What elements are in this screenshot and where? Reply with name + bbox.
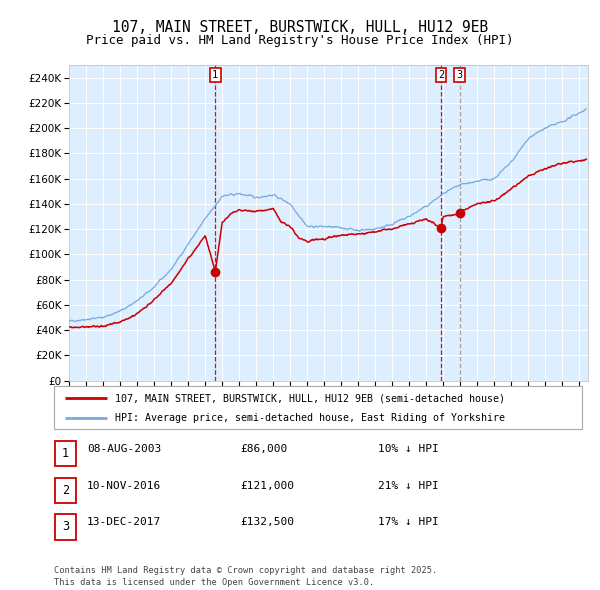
Text: 107, MAIN STREET, BURSTWICK, HULL, HU12 9EB (semi-detached house): 107, MAIN STREET, BURSTWICK, HULL, HU12 …: [115, 394, 505, 404]
Text: £121,000: £121,000: [240, 481, 294, 490]
FancyBboxPatch shape: [55, 441, 76, 467]
Text: 107, MAIN STREET, BURSTWICK, HULL, HU12 9EB: 107, MAIN STREET, BURSTWICK, HULL, HU12 …: [112, 20, 488, 35]
Text: 2: 2: [62, 484, 69, 497]
Text: 13-DEC-2017: 13-DEC-2017: [87, 517, 161, 527]
Text: 3: 3: [457, 70, 463, 80]
Text: 21% ↓ HPI: 21% ↓ HPI: [378, 481, 439, 490]
Text: 2: 2: [438, 70, 444, 80]
Text: 17% ↓ HPI: 17% ↓ HPI: [378, 517, 439, 527]
Text: 10-NOV-2016: 10-NOV-2016: [87, 481, 161, 490]
FancyBboxPatch shape: [55, 477, 76, 503]
Text: 1: 1: [62, 447, 69, 460]
FancyBboxPatch shape: [55, 514, 76, 540]
Text: Contains HM Land Registry data © Crown copyright and database right 2025.
This d: Contains HM Land Registry data © Crown c…: [54, 566, 437, 587]
Text: 1: 1: [212, 70, 218, 80]
Text: £132,500: £132,500: [240, 517, 294, 527]
FancyBboxPatch shape: [54, 386, 582, 429]
Text: £86,000: £86,000: [240, 444, 287, 454]
Text: HPI: Average price, semi-detached house, East Riding of Yorkshire: HPI: Average price, semi-detached house,…: [115, 413, 505, 423]
Text: 3: 3: [62, 520, 69, 533]
Text: Price paid vs. HM Land Registry's House Price Index (HPI): Price paid vs. HM Land Registry's House …: [86, 34, 514, 47]
Text: 10% ↓ HPI: 10% ↓ HPI: [378, 444, 439, 454]
Text: 08-AUG-2003: 08-AUG-2003: [87, 444, 161, 454]
